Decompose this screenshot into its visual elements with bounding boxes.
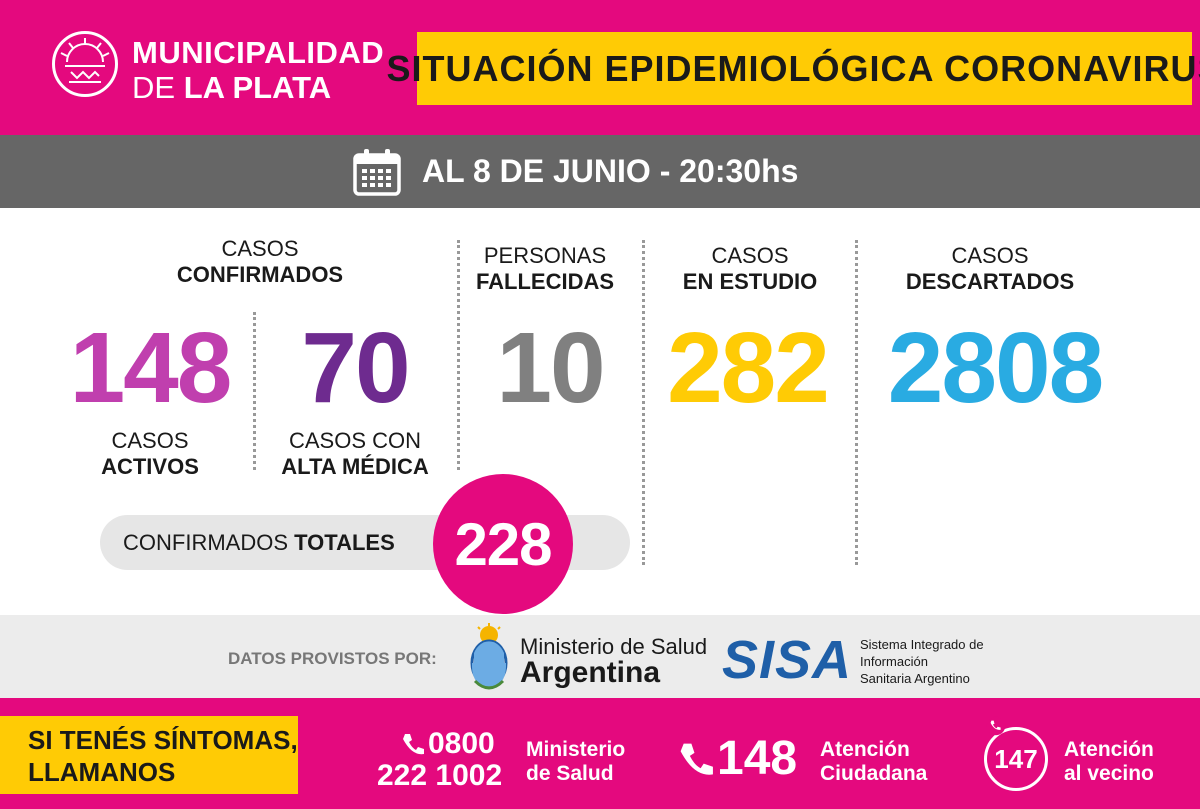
municipality-name-line1: MUNICIPALIDAD [132,35,385,70]
citizen-desc-line2: Ciudadana [820,762,928,785]
total-confirmed-label: CONFIRMADOS TOTALES [123,530,395,555]
discharged-label-line2: ALTA MÉDICA [281,454,429,479]
calendar-icon [352,147,402,202]
municipality-name-line2: DE LA PLATA [132,70,332,105]
under-study-label: CASOS EN ESTUDIO [660,243,840,295]
deaths-value: 10 [496,312,605,424]
symptoms-line2: LLAMANOS [28,757,176,787]
confirmed-label-line2: CONFIRMADOS [176,262,344,287]
sisa-desc-line3: Sanitaria Argentino [860,671,970,686]
discarded-value: 2808 [887,312,1104,424]
neighbor-desc-line1: Atención [1064,738,1154,761]
under-study-label-line2: EN ESTUDIO [682,269,818,294]
ministry-desc-line1: Ministerio [526,738,626,761]
sisa-description: Sistema Integrado de Información Sanitar… [860,636,984,687]
municipal-seal-icon [52,31,118,97]
citizen-phone[interactable]: 148 [717,732,798,785]
active-label-line2: ACTIVOS [101,454,199,479]
symptoms-line1: SI TENÉS SÍNTOMAS, [28,725,298,755]
symptoms-box [0,716,298,794]
discharged-label-line1: CASOS CON [288,428,422,453]
total-confirmed-value: 228 [454,510,552,578]
divider [855,240,858,565]
discarded-label-line2: DESCARTADOS [905,269,1075,294]
citizen-phone-desc: Atención Ciudadana [820,738,927,786]
active-label-line1: CASOS [111,428,189,453]
data-provided-by-label: DATOS PROVISTOS POR: [228,649,437,668]
ministry-name-line1: Ministerio de Salud [520,634,708,659]
confirmed-label-line1: CASOS [221,236,299,261]
neighbor-phone-desc: Atención al vecino [1064,738,1154,786]
divider [642,240,645,565]
report-date: AL 8 DE JUNIO - 20:30hs [422,153,799,189]
under-study-label-line1: CASOS [711,243,789,268]
discarded-label-line1: CASOS [951,243,1029,268]
title-box: SITUACIÓN EPIDEMIOLÓGICA CORONAVIRUS [386,32,1200,105]
deaths-label: PERSONAS FALLECIDAS [465,243,625,295]
total-confirmed-badge: 228 [433,474,573,614]
sisa-desc-line2: Información [860,654,928,669]
page-title: SITUACIÓN EPIDEMIOLÓGICA CORONAVIRUS [386,47,1200,89]
ministry-name-line2: Argentina [520,656,661,689]
date-bar [0,135,1200,208]
discharged-cases-label: CASOS CON ALTA MÉDICA [270,428,440,480]
neighbor-phone: 147 [994,743,1038,774]
phone-icon [986,716,1006,741]
discharged-cases-value: 70 [301,312,410,424]
ministry-phone-desc: Ministerio de Salud [526,738,625,786]
discarded-label: CASOS DESCARTADOS [880,243,1100,295]
sisa-logo: SISA [722,630,853,690]
active-cases-label: CASOS ACTIVOS [60,428,240,480]
phone-icon [400,731,426,762]
citizen-desc-line1: Atención [820,738,910,761]
confirmed-cases-label: CASOS CONFIRMADOS [140,236,380,288]
divider [457,240,460,470]
active-cases-value: 148 [69,312,233,424]
argentina-coat-of-arms-icon [465,623,513,698]
under-study-value: 282 [667,312,830,424]
ministry-phone-line1[interactable]: 0800 [428,727,495,760]
symptoms-message: SI TENÉS SÍNTOMAS, LLAMANOS [28,724,298,788]
divider [253,312,256,470]
ministry-desc-line2: de Salud [526,762,614,785]
ministry-phone-line2[interactable]: 222 1002 [377,759,503,792]
neighbor-desc-line2: al vecino [1064,762,1154,785]
deaths-label-line2: FALLECIDAS [475,269,615,294]
neighbor-phone-badge[interactable]: 147 [984,727,1048,791]
sources-bar [0,615,1200,698]
phone-icon [676,739,716,784]
sisa-desc-line1: Sistema Integrado de [860,637,984,652]
deaths-label-line1: PERSONAS [483,243,607,268]
